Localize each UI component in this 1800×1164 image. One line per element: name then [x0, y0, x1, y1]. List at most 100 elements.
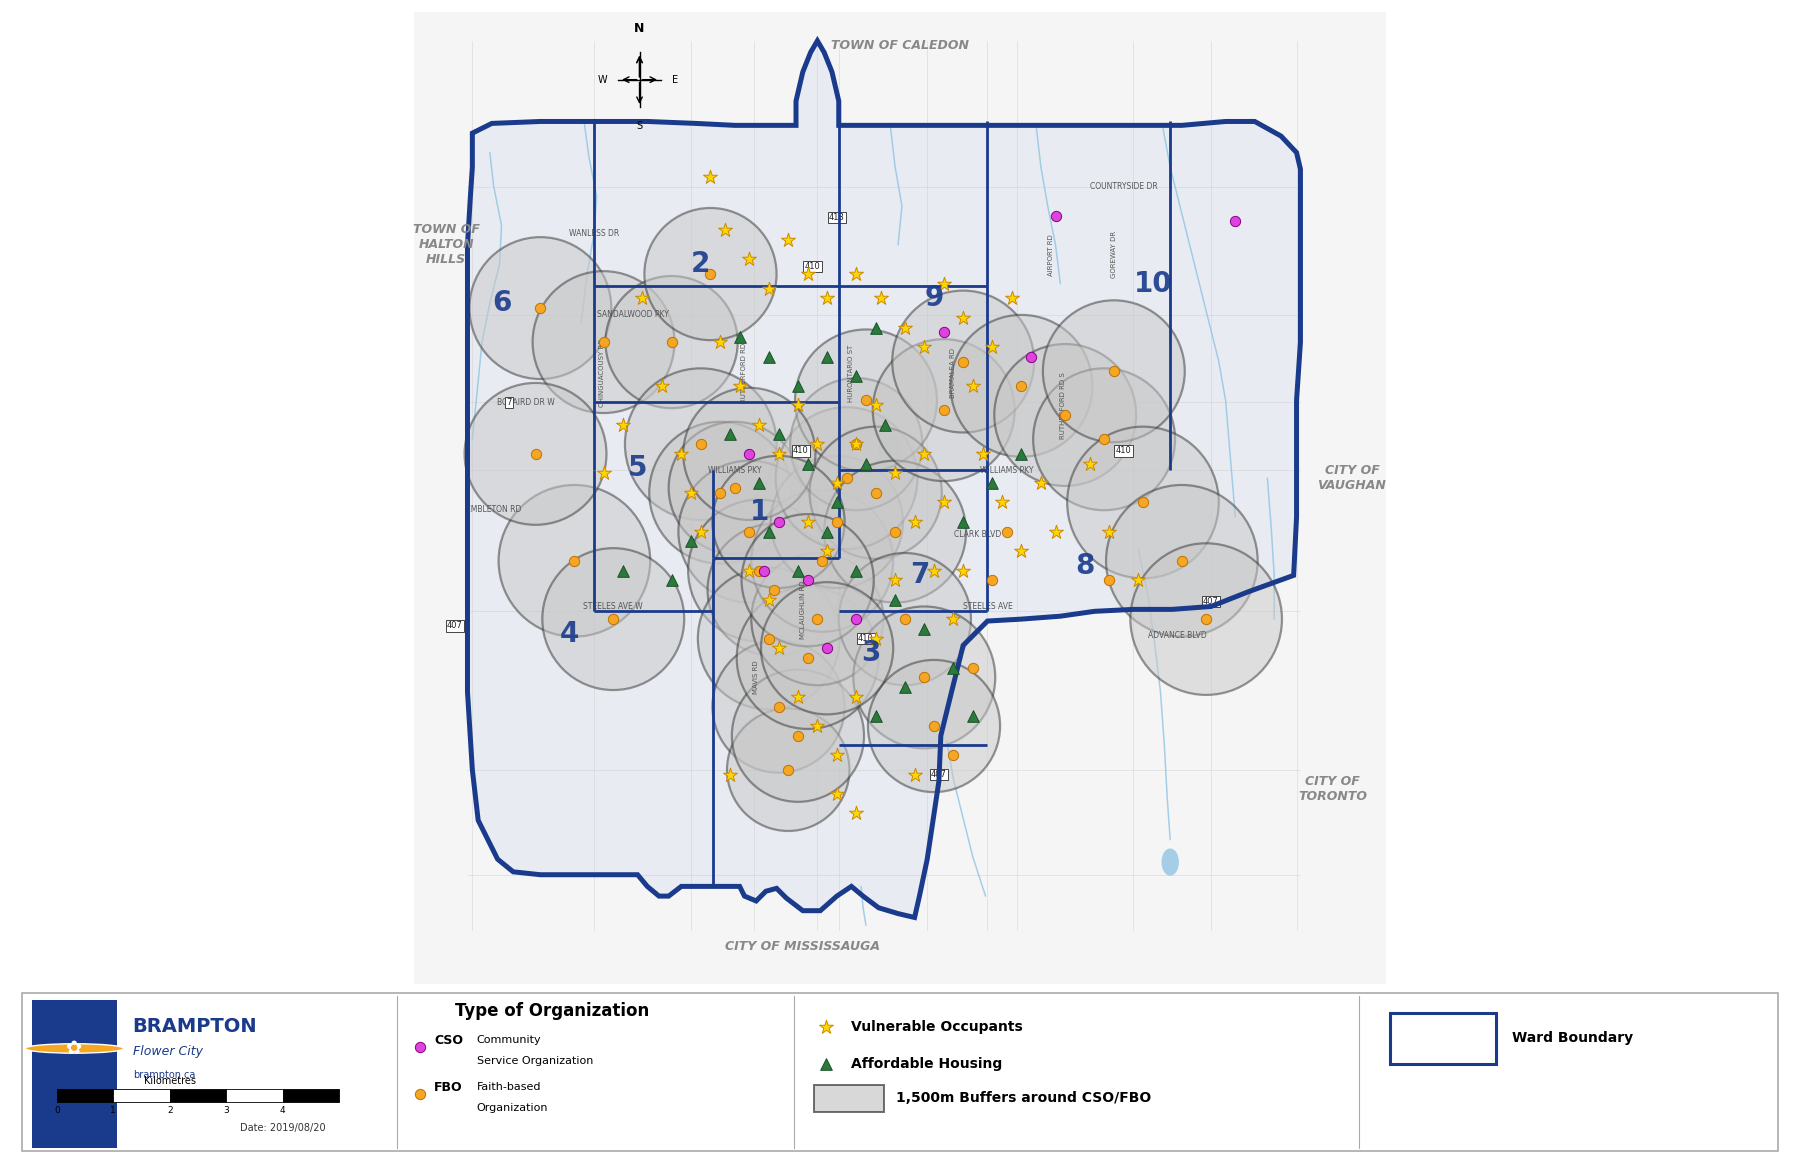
Text: CSO: CSO	[434, 1034, 463, 1046]
Point	[880, 523, 909, 541]
Text: 1,500m Buffers around CSO/FBO: 1,500m Buffers around CSO/FBO	[896, 1092, 1152, 1106]
Point	[783, 726, 812, 745]
Text: CITY OF
TORONTO: CITY OF TORONTO	[1298, 775, 1366, 803]
Text: Community: Community	[477, 1035, 542, 1045]
Point	[1017, 347, 1046, 365]
Point	[823, 474, 851, 492]
Point	[657, 570, 686, 589]
Text: 410: 410	[859, 634, 873, 643]
Point	[823, 746, 851, 765]
Point	[711, 221, 740, 240]
Circle shape	[839, 553, 970, 686]
Circle shape	[625, 368, 776, 520]
Circle shape	[499, 485, 650, 637]
Circle shape	[605, 276, 738, 409]
Text: 7: 7	[506, 398, 511, 407]
Circle shape	[790, 378, 922, 510]
Point	[909, 668, 938, 687]
Point	[734, 445, 763, 463]
Point	[940, 610, 968, 629]
Point	[812, 1017, 841, 1036]
Circle shape	[1067, 427, 1219, 579]
Text: ✿: ✿	[67, 1039, 83, 1058]
Point	[823, 512, 851, 531]
Circle shape	[707, 524, 841, 656]
Point	[949, 561, 977, 580]
Point	[940, 746, 968, 765]
Text: Type of Organization: Type of Organization	[455, 1002, 650, 1021]
Text: 4: 4	[279, 1106, 286, 1115]
Circle shape	[668, 421, 801, 554]
Text: E: E	[671, 74, 679, 85]
Point	[851, 454, 880, 473]
Text: CHINGUACOUSY RD: CHINGUACOUSY RD	[599, 339, 605, 407]
Point	[862, 630, 891, 648]
Text: WANLESS DR: WANLESS DR	[569, 229, 619, 237]
Point	[880, 570, 909, 589]
Text: 2: 2	[167, 1106, 173, 1115]
Text: 3: 3	[223, 1106, 229, 1115]
Text: Date: 2019/08/20: Date: 2019/08/20	[239, 1123, 326, 1133]
Text: Organization: Organization	[477, 1103, 549, 1114]
Point	[668, 445, 697, 463]
Point	[734, 523, 763, 541]
Text: 1: 1	[749, 498, 769, 526]
Text: 410: 410	[805, 262, 821, 271]
Text: HURONTARIO ST: HURONTARIO ST	[848, 345, 855, 402]
Point	[977, 474, 1006, 492]
Circle shape	[25, 1044, 124, 1053]
Text: BRAMPTON: BRAMPTON	[133, 1017, 257, 1036]
Point	[842, 435, 871, 454]
Point	[891, 677, 920, 696]
Point	[1220, 212, 1249, 230]
Point	[880, 590, 909, 609]
Text: 10: 10	[1134, 270, 1172, 298]
Text: 8: 8	[1075, 552, 1094, 580]
Circle shape	[751, 553, 884, 686]
Point	[608, 561, 637, 580]
Point	[900, 512, 929, 531]
Point	[842, 610, 871, 629]
Point	[783, 396, 812, 414]
Point	[880, 464, 909, 483]
Point	[812, 1055, 841, 1073]
Point	[803, 717, 832, 736]
Point	[1040, 206, 1069, 225]
Circle shape	[761, 582, 893, 715]
Point	[1006, 541, 1035, 560]
Point	[774, 230, 803, 249]
Point	[657, 333, 686, 352]
Text: STEELES AVE W: STEELES AVE W	[583, 602, 643, 611]
Text: Affordable Housing: Affordable Housing	[851, 1057, 1003, 1071]
Point	[589, 333, 617, 352]
Point	[920, 561, 949, 580]
Bar	[169, 1090, 227, 1102]
Point	[842, 804, 871, 823]
Circle shape	[893, 291, 1035, 433]
Circle shape	[684, 388, 815, 520]
Text: 2: 2	[691, 250, 711, 278]
Point	[706, 333, 734, 352]
Circle shape	[644, 208, 776, 340]
Text: 407: 407	[446, 622, 463, 631]
Circle shape	[810, 427, 941, 559]
Text: STEELES AVE: STEELES AVE	[963, 602, 1012, 611]
Point	[1094, 523, 1123, 541]
Text: 9: 9	[925, 284, 943, 312]
Point	[900, 765, 929, 783]
Point	[745, 474, 774, 492]
Point	[794, 264, 823, 283]
Circle shape	[542, 548, 684, 690]
Text: Ward Boundary: Ward Boundary	[1512, 1031, 1633, 1045]
Point	[977, 338, 1006, 356]
Point	[794, 570, 823, 589]
Point	[765, 445, 794, 463]
Polygon shape	[468, 41, 1300, 917]
Text: GOREWAY DR: GOREWAY DR	[1111, 232, 1116, 278]
Text: 5: 5	[628, 454, 648, 482]
Point	[1094, 570, 1123, 589]
Circle shape	[650, 421, 792, 563]
Point	[940, 659, 968, 677]
Point	[1129, 494, 1157, 512]
Circle shape	[950, 315, 1093, 456]
